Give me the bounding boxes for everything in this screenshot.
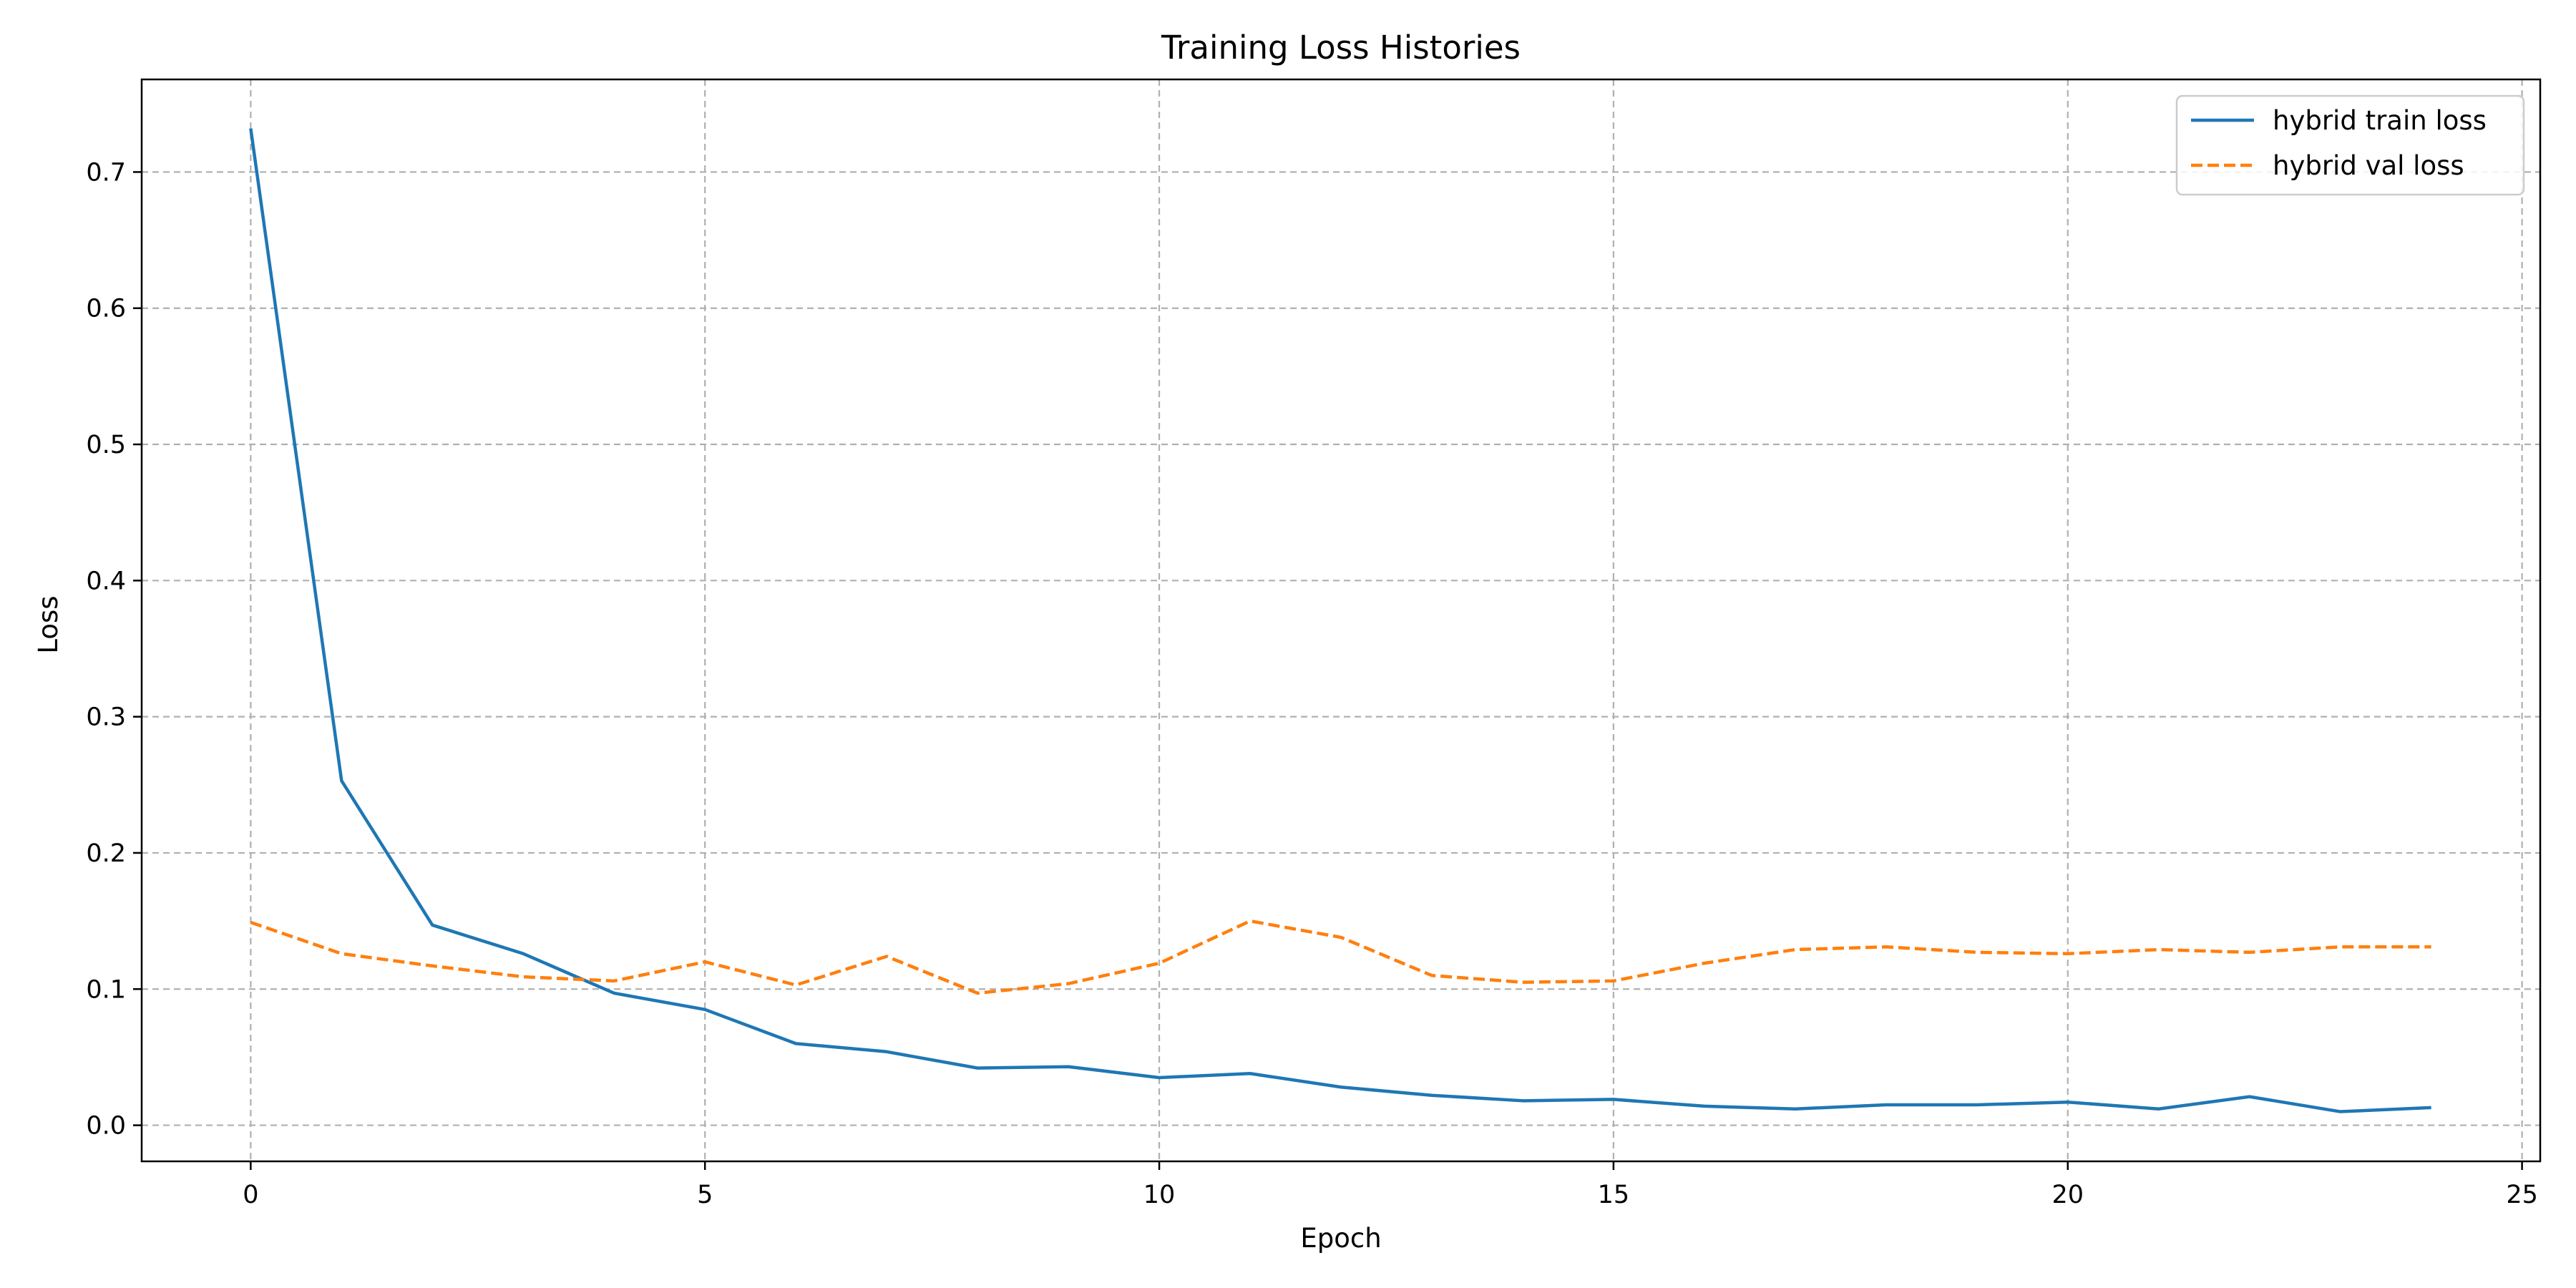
legend-label-train: hybrid train loss [2273, 105, 2487, 136]
y-tick-label: 0.7 [86, 158, 126, 187]
y-tick-label: 0.0 [86, 1112, 126, 1141]
y-tick-label: 0.6 [86, 295, 126, 323]
legend: hybrid train loss hybrid val loss [2175, 94, 2525, 196]
x-axis-label: Epoch [1300, 1223, 1381, 1254]
y-tick-label: 0.4 [86, 567, 126, 595]
x-tick-label: 5 [697, 1181, 713, 1209]
x-tick-label: 20 [2051, 1181, 2084, 1209]
x-tick-label: 10 [1143, 1181, 1176, 1209]
x-axis: 0 5 10 15 20 25 [243, 1161, 2538, 1209]
legend-box [2175, 94, 2525, 196]
series-line-val-loss [250, 919, 2431, 995]
series-line-train-loss [249, 128, 2431, 1113]
legend-label-val: hybrid val loss [2273, 150, 2464, 181]
chart-title: Training Loss Histories [1161, 29, 1521, 67]
y-tick-label: 0.2 [86, 839, 126, 868]
x-tick-label: 0 [243, 1181, 258, 1209]
plot-frame [140, 78, 2542, 1163]
x-tick-label: 25 [2506, 1181, 2538, 1209]
y-axis: 0.0 0.1 0.2 0.3 0.4 0.5 0.6 0.7 [86, 158, 142, 1141]
y-axis-label: Loss [33, 595, 64, 653]
y-tick-label: 0.5 [86, 431, 126, 459]
y-tick-label: 0.3 [86, 703, 126, 732]
y-tick-label: 0.1 [86, 975, 126, 1004]
x-tick-label: 15 [1598, 1181, 1630, 1209]
series-lines [249, 128, 2431, 1113]
